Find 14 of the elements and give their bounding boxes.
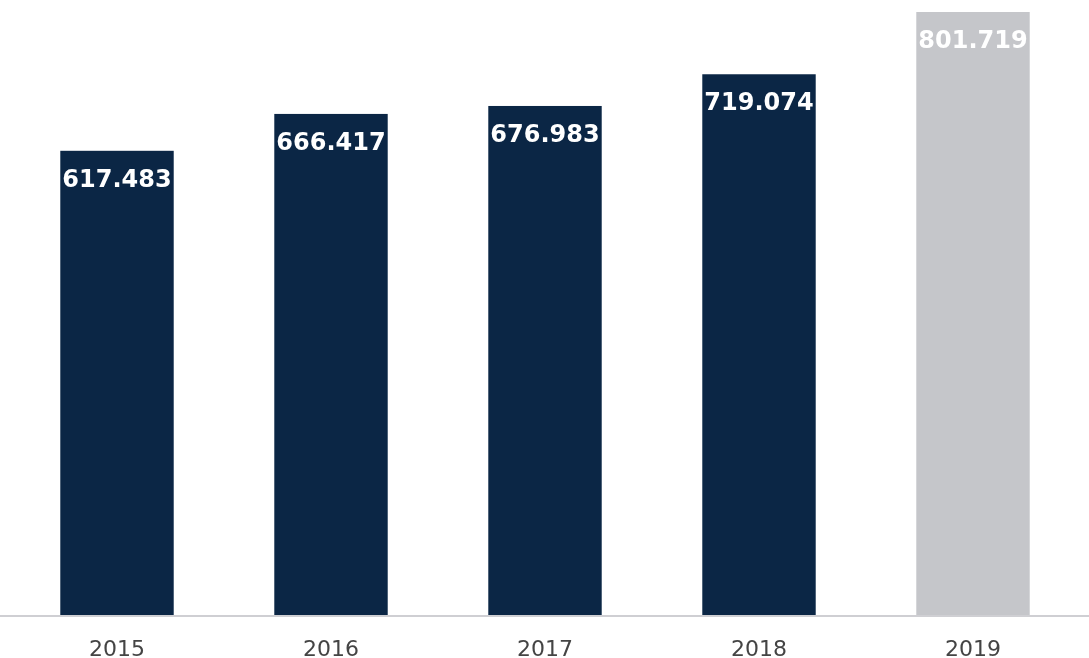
x-tick-label: 2018: [731, 636, 787, 658]
x-tick-label: 2016: [303, 636, 359, 658]
bar: [60, 150, 174, 616]
x-tick-label: 2015: [89, 636, 145, 658]
x-tick-label: 2019: [945, 636, 1001, 658]
data-label: 719.074: [704, 88, 814, 117]
bar: [702, 74, 816, 616]
bar: [274, 113, 388, 616]
data-label: 617.483: [62, 164, 172, 193]
data-label: 666.417: [276, 127, 386, 156]
data-label: 676.983: [490, 119, 600, 148]
x-tick-label: 2017: [517, 636, 573, 658]
bar: [488, 105, 602, 616]
data-label: 801.719: [918, 26, 1028, 54]
